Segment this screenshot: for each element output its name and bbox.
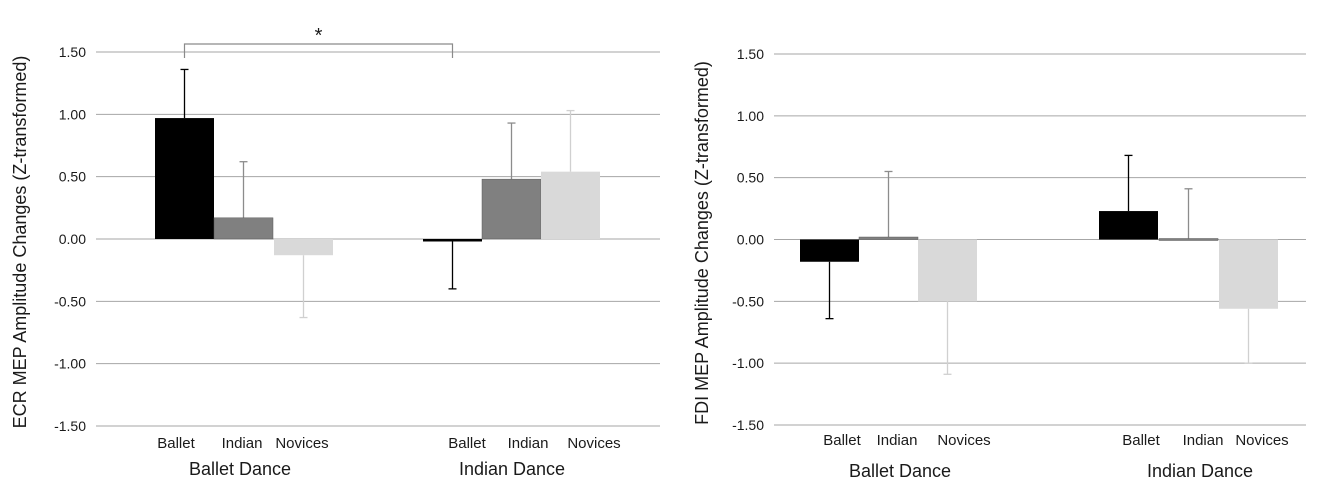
ecr-bar-indian-0 [213,217,274,240]
fdi-bar-indian-1 [1158,238,1219,241]
fdi-bar-novices-1 [1219,239,1278,309]
fdi-y-tick-label: -0.50 [732,293,764,309]
ecr-category-label: Novices [567,435,620,452]
ecr-category-label: Indian [508,435,549,452]
fdi-y-tick-label: 0.00 [737,232,764,248]
ecr-bar-novices-0 [274,239,333,256]
fdi-category-label: Ballet [1122,432,1160,449]
fdi-group-label: Ballet Dance [849,461,951,481]
fdi-chart-panel: 1.50 1.00 0.50 0.00 -0.50 -1.00 -1.50 FDI MEP A… [692,46,1306,481]
fdi-bar-ballet-1 [1099,211,1158,240]
fdi-y-tick-label: 1.00 [737,108,764,124]
fdi-bar-ballet-0 [800,239,859,262]
ecr-category-label: Ballet [448,435,486,452]
fdi-y-tick-label: 1.50 [737,46,764,62]
ecr-group-label: Ballet Dance [189,459,291,479]
fdi-bar-novices-0 [918,239,977,302]
ecr-bar-ballet-1 [423,239,482,242]
fdi-category-label: Indian [1183,432,1224,449]
ecr-y-tick-label: 1.00 [59,106,86,122]
ecr-category-label: Ballet [157,435,195,452]
fdi-category-label: Novices [937,432,990,449]
fdi-category-label: Ballet [823,432,861,449]
ecr-significance-label: * [315,25,323,47]
fdi-group-label: Indian Dance [1147,461,1253,481]
ecr-y-tick-label: -1.00 [54,356,86,372]
ecr-bar-novices-1 [541,171,600,239]
fdi-bar-indian-0 [858,236,919,240]
ecr-significance-bracket [183,43,454,58]
ecr-y-tick-label: -0.50 [54,293,86,309]
fdi-y-tick-label: -1.00 [732,355,764,371]
fdi-category-label: Novices [1235,432,1288,449]
ecr-bar-ballet-0 [155,118,214,239]
ecr-bar-indian-1 [481,178,542,240]
fdi-category-label: Indian [877,432,918,449]
ecr-y-axis-label: ECR MEP Amplitude Changes (Z-transformed… [10,56,30,429]
ecr-y-tick-label: 0.00 [59,231,86,247]
ecr-group-label: Indian Dance [459,459,565,479]
ecr-chart-panel: 1.50 1.00 0.50 0.00 -0.50 -1.00 -1.50 ECR MEP A… [10,25,660,479]
ecr-category-label: Indian [222,435,263,452]
fdi-y-tick-label: -1.50 [732,417,764,433]
fdi-y-axis-label: FDI MEP Amplitude Changes (Z-transformed… [692,61,712,425]
ecr-y-tick-label: 0.50 [59,169,86,185]
ecr-y-tick-label: 1.50 [59,44,86,60]
ecr-category-label: Novices [275,435,328,452]
ecr-y-tick-label: -1.50 [54,418,86,434]
fdi-y-tick-label: 0.50 [737,170,764,186]
